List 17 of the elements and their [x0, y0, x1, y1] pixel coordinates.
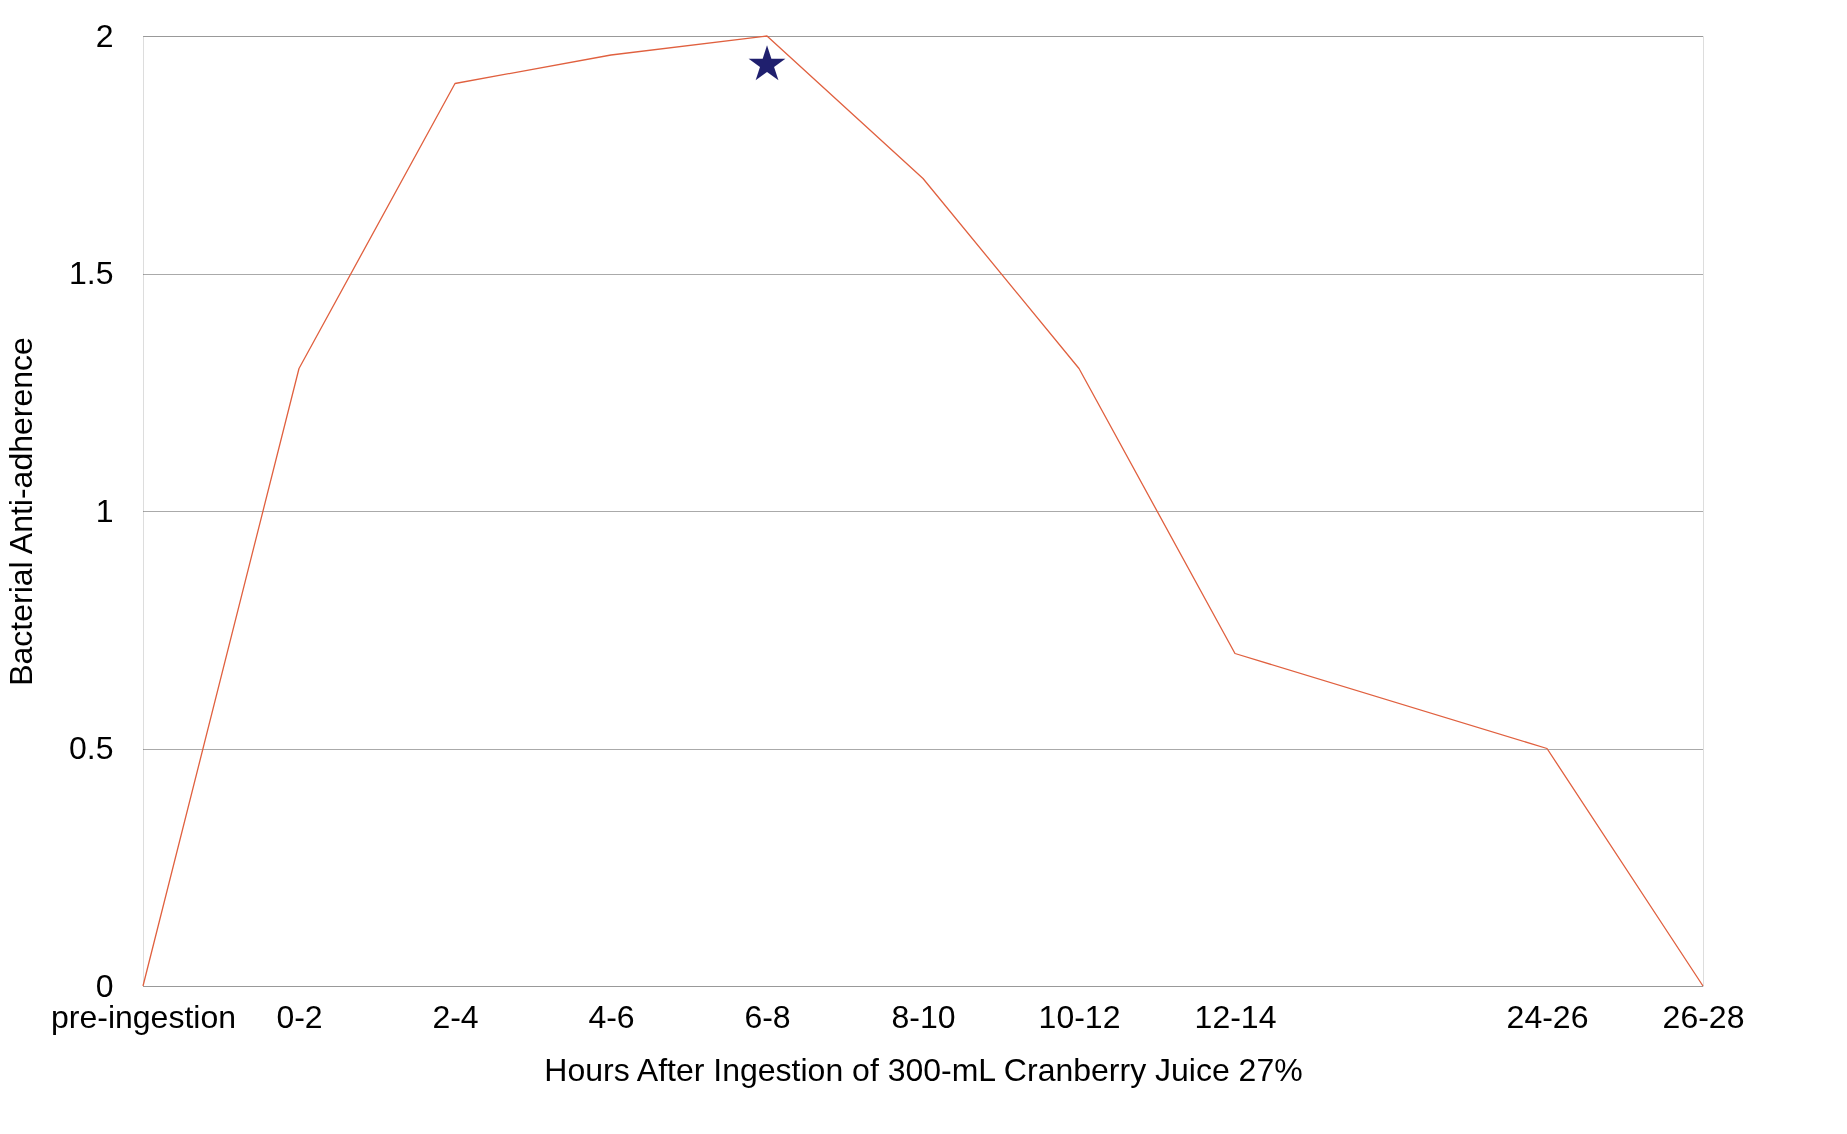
x-tick-label: 2-4 [432, 998, 479, 1035]
y-tick-label: 0.5 [69, 730, 114, 766]
x-tick-label: 4-6 [588, 998, 635, 1035]
x-tick-label: 8-10 [891, 998, 956, 1035]
x-tick-label: 12-14 [1194, 998, 1277, 1035]
y-tick-label: 2 [95, 17, 114, 54]
y-axis-title: Bacterial Anti-adherence [3, 337, 40, 686]
y-tick-label: 1 [95, 492, 114, 529]
x-tick-label: 10-12 [1038, 998, 1121, 1035]
annotation: ★ [745, 35, 789, 91]
x-tick-label: 26-28 [1662, 998, 1745, 1035]
line-series [142, 35, 1704, 987]
y-tick-label: 1.5 [69, 255, 114, 291]
x-tick-label: 24-26 [1506, 998, 1589, 1035]
x-axis-title: Hours After Ingestion of 300-mL Cranberry Juice 27% [544, 1051, 1303, 1088]
x-tick-label: 6-8 [744, 998, 791, 1035]
x-tick-label: 0-2 [276, 998, 323, 1035]
